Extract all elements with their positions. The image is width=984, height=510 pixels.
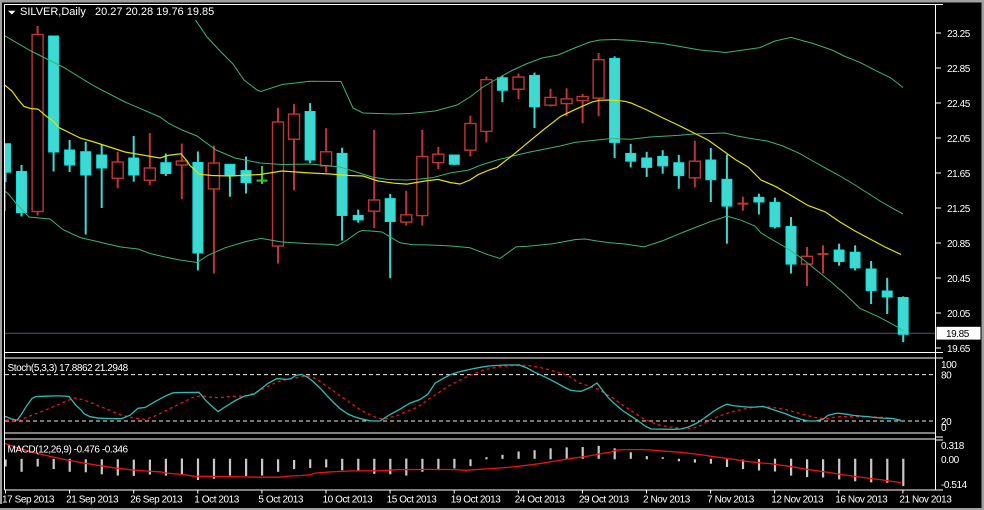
svg-text:SILVER,Daily 20.27 20.28 19.: SILVER,Daily 20.27 20.28 19.76 19.85 (20, 6, 214, 18)
svg-text:5 Oct 2013: 5 Oct 2013 (258, 495, 303, 506)
svg-text:21.65: 21.65 (947, 169, 971, 180)
svg-text:2 Nov 2013: 2 Nov 2013 (643, 495, 691, 506)
svg-text:23.25: 23.25 (947, 29, 971, 40)
svg-text:19.85: 19.85 (946, 329, 970, 340)
svg-text:22.85: 22.85 (947, 64, 971, 75)
svg-text:20.05: 20.05 (947, 309, 971, 320)
svg-text:0: 0 (941, 423, 947, 434)
svg-text:7 Nov 2013: 7 Nov 2013 (707, 495, 755, 506)
svg-text:20.85: 20.85 (947, 239, 971, 250)
svg-text:20.45: 20.45 (947, 274, 971, 285)
svg-text:26 Sep 2013: 26 Sep 2013 (130, 495, 183, 506)
svg-text:0.00: 0.00 (941, 455, 960, 466)
svg-text:0.318: 0.318 (941, 441, 965, 452)
svg-text:17 Sep 2013: 17 Sep 2013 (2, 495, 55, 506)
svg-text:22.45: 22.45 (947, 99, 971, 110)
svg-text:24 Oct 2013: 24 Oct 2013 (515, 495, 566, 506)
svg-text:100: 100 (941, 360, 957, 371)
svg-text:1 Oct 2013: 1 Oct 2013 (194, 495, 239, 506)
svg-text:MACD(12,26,9) -0.476 -0.346: MACD(12,26,9) -0.476 -0.346 (8, 445, 129, 456)
svg-text:22.05: 22.05 (947, 134, 971, 145)
svg-text:80: 80 (941, 371, 952, 382)
svg-text:10 Oct 2013: 10 Oct 2013 (323, 495, 374, 506)
svg-text:-0.514: -0.514 (941, 480, 968, 491)
svg-text:Stoch(5,3,3) 17.8862 21.2948: Stoch(5,3,3) 17.8862 21.2948 (8, 363, 129, 374)
svg-text:21.25: 21.25 (947, 204, 971, 215)
svg-text:16 Nov 2013: 16 Nov 2013 (835, 495, 888, 506)
svg-text:21 Sep 2013: 21 Sep 2013 (66, 495, 119, 506)
svg-text:19 Oct 2013: 19 Oct 2013 (451, 495, 502, 506)
svg-text:21 Nov 2013: 21 Nov 2013 (899, 495, 952, 506)
svg-text:29 Oct 2013: 29 Oct 2013 (579, 495, 630, 506)
svg-text:19.65: 19.65 (947, 344, 971, 355)
svg-text:20: 20 (941, 417, 952, 428)
svg-text:12 Nov 2013: 12 Nov 2013 (771, 495, 824, 506)
svg-text:15 Oct 2013: 15 Oct 2013 (387, 495, 438, 506)
